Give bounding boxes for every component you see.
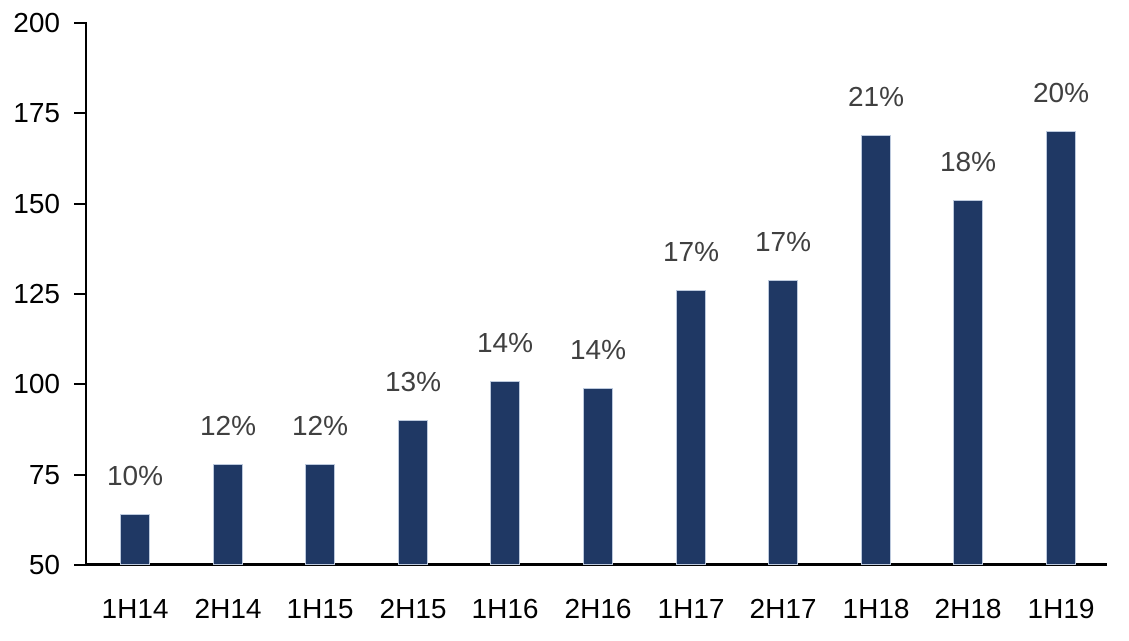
y-axis-tick-label: 200: [13, 7, 60, 38]
x-axis-tick-label: 1H18: [842, 593, 910, 624]
y-axis-tick-label: 175: [13, 97, 60, 128]
bar-value-label: 12%: [199, 410, 257, 441]
bar: [1046, 131, 1076, 565]
bar: [861, 135, 891, 565]
bar-value-label: 13%: [384, 366, 442, 397]
bar-value-label: 18%: [939, 146, 997, 177]
bar-value-label: 17%: [754, 226, 812, 257]
y-axis-tick-label: 50: [28, 549, 60, 580]
x-axis-tick-label: 1H17: [657, 593, 725, 624]
x-axis-tick-label: 2H16: [564, 593, 632, 624]
bar-value-label: 10%: [106, 460, 164, 491]
y-axis-tick-mark: [74, 112, 87, 114]
bar: [213, 464, 243, 565]
bar: [768, 280, 798, 565]
bar: [120, 514, 150, 565]
x-axis-tick-label: 2H15: [379, 593, 447, 624]
y-axis-tick-label: 150: [13, 188, 60, 219]
bar: [305, 464, 335, 565]
y-axis-tick-label: 125: [13, 278, 60, 309]
x-axis-tick-label: 2H14: [194, 593, 262, 624]
bar-value-label: 17%: [662, 236, 720, 267]
x-axis-tick-label: 1H19: [1027, 593, 1095, 624]
x-axis-tick-label: 2H17: [749, 593, 817, 624]
bar: [583, 388, 613, 565]
bar-value-label: 14%: [569, 334, 627, 365]
bar-value-label: 20%: [1032, 77, 1090, 108]
x-axis-tick-label: 1H16: [471, 593, 539, 624]
y-axis-tick-mark: [74, 474, 87, 476]
bar: [490, 381, 520, 565]
y-axis-tick-mark: [74, 564, 87, 566]
bar: [953, 200, 983, 565]
y-axis-tick-mark: [74, 293, 87, 295]
bar-value-label: 21%: [847, 81, 905, 112]
bar: [398, 420, 428, 565]
x-axis-tick-label: 1H14: [101, 593, 169, 624]
y-axis-tick-mark: [74, 383, 87, 385]
bar-value-label: 12%: [291, 410, 349, 441]
y-axis-tick-label: 75: [28, 459, 60, 490]
y-axis-tick-label: 100: [13, 368, 60, 399]
x-axis-tick-label: 1H15: [286, 593, 354, 624]
y-axis-tick-mark: [74, 22, 87, 24]
bar: [676, 290, 706, 565]
x-axis-tick-label: 2H18: [934, 593, 1002, 624]
y-axis-tick-mark: [74, 203, 87, 205]
bar-value-label: 14%: [476, 327, 534, 358]
